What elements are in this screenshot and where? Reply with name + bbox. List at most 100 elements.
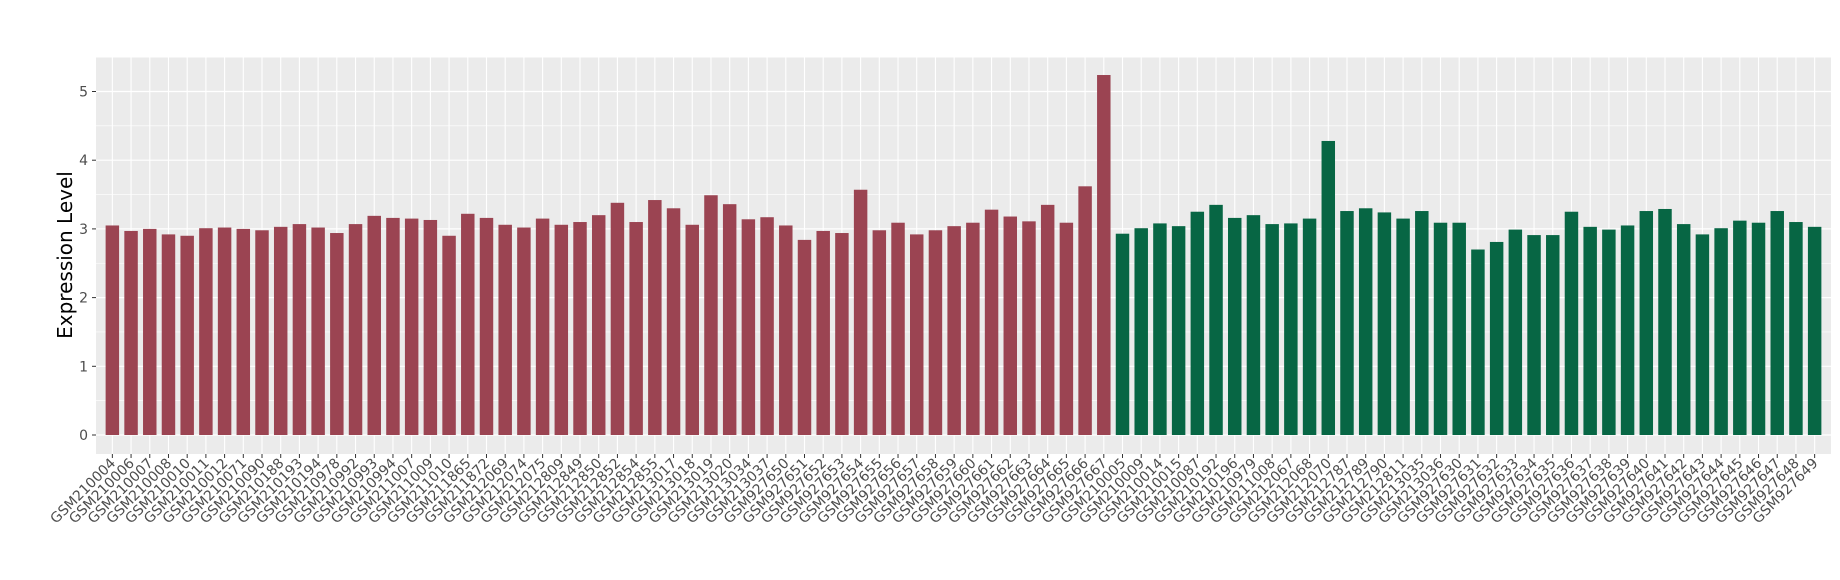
- bar-GSM210071: [236, 228, 251, 435]
- bar-GSM212849: [573, 222, 587, 435]
- bar-GSM927642: [1676, 224, 1691, 435]
- bar-GSM927661: [984, 209, 999, 435]
- y-tick-label: 4: [79, 153, 88, 169]
- bar-GSM210188: [273, 226, 288, 435]
- bar-GSM927644: [1714, 228, 1728, 435]
- bar-GSM927631: [1471, 249, 1485, 435]
- y-axis: 0 1 2 3 4 5: [79, 85, 96, 444]
- bar-GSM212069: [498, 224, 512, 435]
- bar-GSM213035: [1415, 211, 1429, 435]
- bar-GSM213034: [741, 219, 756, 435]
- bar-GSM927630: [1452, 222, 1466, 435]
- bar-GSM212790: [1377, 212, 1392, 435]
- bar-GSM212074: [517, 227, 531, 435]
- bar-GSM927655: [872, 230, 887, 435]
- bar-GSM213017: [666, 208, 681, 435]
- bar-GSM927654: [853, 189, 868, 435]
- bar-GSM927657: [909, 234, 924, 435]
- bar-GSM210014: [1153, 223, 1167, 435]
- bar-GSM212811: [1396, 218, 1410, 435]
- bar-GSM212067: [1284, 223, 1298, 435]
- bar-GSM213019: [704, 195, 718, 435]
- bar-GSM210992: [348, 224, 363, 435]
- bar-GSM927650: [779, 225, 793, 435]
- bar-GSM213036: [1433, 222, 1448, 435]
- bar-GSM210979: [1246, 215, 1261, 435]
- bar-GSM210196: [1228, 217, 1242, 435]
- bar-GSM927662: [1003, 216, 1018, 435]
- y-tick-label: 5: [79, 85, 88, 101]
- y-tick-label: 1: [79, 359, 88, 375]
- bar-GSM927666: [1078, 186, 1092, 435]
- bar-GSM210010: [180, 235, 194, 435]
- bar-GSM212855: [648, 200, 662, 435]
- bar-GSM210993: [367, 215, 381, 435]
- bar-GSM927646: [1751, 222, 1766, 435]
- bar-GSM927663: [1022, 221, 1036, 435]
- bar-GSM211872: [479, 217, 494, 435]
- bar-GSM211009: [423, 219, 438, 435]
- bar-GSM927648: [1789, 222, 1803, 435]
- bar-GSM927638: [1602, 229, 1616, 435]
- bar-GSM927667: [1097, 75, 1111, 436]
- bar-GSM210994: [386, 217, 400, 435]
- bar-GSM212787: [1340, 211, 1354, 435]
- y-tick-label: 2: [79, 291, 88, 307]
- bar-GSM212075: [535, 218, 550, 435]
- y-tick-label: 0: [79, 428, 88, 444]
- bar-GSM927636: [1564, 211, 1579, 435]
- bar-GSM927665: [1059, 222, 1074, 435]
- bar-GSM212854: [629, 222, 643, 435]
- bar-GSM211010: [442, 235, 456, 435]
- bar-GSM927632: [1489, 241, 1504, 435]
- bar-GSM927643: [1695, 234, 1710, 435]
- bar-GSM927641: [1658, 208, 1672, 435]
- bar-GSM927637: [1583, 226, 1597, 435]
- bar-GSM927634: [1527, 235, 1541, 435]
- bar-GSM210194: [311, 227, 325, 435]
- bar-GSM211865: [461, 213, 475, 435]
- bar-GSM210006: [124, 230, 138, 435]
- bar-GSM210090: [255, 230, 269, 435]
- bar-GSM927633: [1508, 229, 1523, 435]
- bar-GSM213018: [685, 224, 699, 435]
- bar-GSM210012: [217, 227, 232, 435]
- bar-GSM210978: [330, 233, 344, 435]
- bar-GSM927652: [816, 230, 830, 435]
- bar-GSM210007: [143, 228, 157, 435]
- bar-GSM927660: [966, 222, 980, 435]
- bar-GSM927647: [1770, 211, 1784, 435]
- bar-GSM927664: [1040, 204, 1055, 435]
- bar-GSM210011: [199, 228, 213, 435]
- bar-GSM927635: [1546, 235, 1560, 435]
- bar-GSM927659: [947, 226, 961, 435]
- bar-GSM212068: [1302, 218, 1317, 435]
- x-axis: GSM210004GSM210006GSM210007GSM210008GSM2…: [48, 454, 1821, 527]
- bar-GSM210005: [1115, 233, 1130, 435]
- bar-GSM927651: [797, 239, 812, 435]
- bar-GSM212809: [554, 224, 569, 435]
- bar-GSM927645: [1733, 220, 1747, 435]
- bar-GSM210008: [161, 234, 176, 435]
- bar-GSM213037: [760, 217, 774, 435]
- bar-GSM212789: [1358, 208, 1373, 435]
- bar-GSM211008: [1265, 224, 1279, 435]
- bar-GSM210193: [292, 224, 307, 435]
- bar-GSM212852: [610, 202, 625, 435]
- bar-GSM927649: [1807, 226, 1822, 435]
- bar-GSM927658: [928, 230, 943, 435]
- bar-GSM927639: [1620, 225, 1635, 435]
- bar-GSM927656: [891, 222, 905, 435]
- bar-GSM927653: [835, 233, 849, 435]
- bar-GSM210004: [105, 225, 120, 435]
- bar-GSM211007: [404, 218, 419, 435]
- bar-GSM210015: [1171, 226, 1186, 435]
- y-axis-title: Expression Level: [53, 171, 77, 339]
- bar-GSM212850: [591, 215, 606, 435]
- y-tick-label: 3: [79, 222, 88, 238]
- bar-GSM210192: [1209, 204, 1223, 435]
- bar-GSM210087: [1190, 211, 1205, 435]
- bar-GSM212070: [1321, 140, 1336, 436]
- plot-panel: [96, 57, 1831, 454]
